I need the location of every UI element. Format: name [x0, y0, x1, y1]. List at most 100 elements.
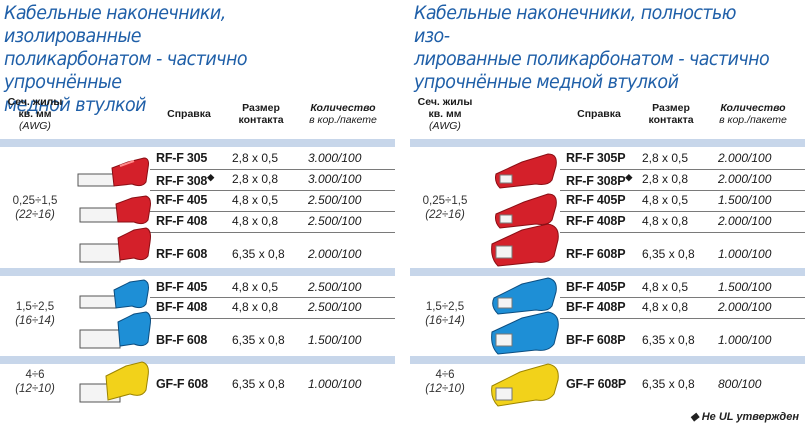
header-qty-l1: Количество: [720, 102, 786, 114]
row-qty: 2.000/100: [718, 300, 772, 314]
row-qty: 2.500/100: [308, 214, 362, 228]
row-size: 6,35 x 0,8: [642, 377, 695, 391]
terminal-large: [79, 311, 151, 349]
row-ref: BF-F 408: [156, 300, 208, 314]
group-section-red: 0,25÷1,5 (22÷16): [412, 194, 478, 222]
row-qty: 1.000/100: [718, 333, 772, 347]
row-size: 6,35 x 0,8: [232, 377, 285, 391]
row-divider: [150, 190, 395, 191]
table-row: BF-F 405P 4,8 x 0,5 1.500/100: [560, 277, 805, 297]
red-terminal-image: [77, 157, 151, 263]
row-size: 4,8 x 0,8: [232, 214, 279, 228]
header-qty-l1: Количество: [310, 102, 376, 114]
header-size-l1: Размер: [242, 102, 280, 114]
section-value: 1,5÷2,5: [425, 301, 465, 313]
row-ref: RF-F 405: [156, 193, 208, 207]
section-awg: (12÷10): [15, 383, 55, 395]
table-row: GF-F 608 6,35 x 0,8 1.000/100: [150, 374, 395, 394]
terminal-large: [491, 311, 559, 355]
terminal-large: [79, 227, 151, 263]
header-sec-unit: кв. мм: [18, 108, 52, 120]
row-qty: 1.500/100: [308, 333, 362, 347]
row-size: 6,35 x 0,8: [232, 333, 285, 347]
row-divider: [560, 211, 805, 212]
section-awg: (16÷14): [15, 315, 55, 327]
row-qty: 2.500/100: [308, 300, 362, 314]
table-row: RF-F 305P 2,8 x 0,5 2.000/100: [560, 148, 805, 168]
section-value: 4÷6: [25, 369, 45, 381]
group-section-yellow: 4÷6 (12÷10): [2, 368, 68, 396]
table-row: BF-F 405 4,8 x 0,5 2.500/100: [150, 277, 395, 297]
section-value: 1,5÷2,5: [15, 301, 55, 313]
band: [410, 139, 805, 147]
row-size: 2,8 x 0,5: [642, 151, 689, 165]
row-divider: [150, 297, 395, 298]
header-sec-awg: (AWG): [429, 120, 461, 132]
row-ref: RF-F 608P: [566, 247, 626, 261]
yellow-terminal-image: [79, 361, 149, 403]
terminal-small: [77, 157, 149, 187]
row-qty: 1.500/100: [718, 193, 772, 207]
terminal-medium: [495, 193, 557, 229]
row-size: 4,8 x 0,5: [232, 193, 279, 207]
band: [0, 139, 395, 147]
row-size: 2,8 x 0,8: [232, 172, 279, 186]
section-awg: (16÷14): [425, 315, 465, 327]
row-ref: RF-F 308P◆: [566, 172, 632, 188]
row-ref: RF-F 308◆: [156, 172, 214, 188]
row-size: 4,8 x 0,5: [642, 193, 689, 207]
table-row: RF-F 408P 4,8 x 0,8 2.000/100: [560, 211, 805, 231]
row-divider: [150, 169, 395, 170]
row-size: 6,35 x 0,8: [232, 247, 285, 261]
header-sec-awg: (AWG): [19, 120, 51, 132]
row-size: 6,35 x 0,8: [642, 247, 695, 261]
blue-terminal-image: [79, 279, 151, 349]
header-sec-label: Сеч. жилы: [7, 96, 63, 108]
title-line: Кабельные наконечники, изолированные: [4, 2, 226, 47]
header-ref: Справка: [167, 108, 211, 120]
table-row: RF-F 308◆ 2,8 x 0,8 3.000/100: [150, 169, 395, 189]
row-ref: BF-F 608: [156, 333, 208, 347]
row-divider: [560, 190, 805, 191]
row-qty: 1.500/100: [718, 280, 772, 294]
row-ref-text: RF-F 308: [156, 174, 208, 189]
header-section: Сеч. жилы кв. мм (AWG): [4, 96, 66, 132]
header-sec-unit: кв. мм: [428, 108, 462, 120]
section-value: 0,25÷1,5: [12, 195, 58, 207]
row-size: 2,8 x 0,8: [642, 172, 689, 186]
header-size-l2: контакта: [648, 114, 694, 126]
row-ref: GF-F 608: [156, 377, 208, 391]
group-section-blue: 1,5÷2,5 (16÷14): [412, 300, 478, 328]
row-ref: RF-F 608: [156, 247, 208, 261]
not-ul-marker: ◆: [207, 172, 214, 182]
row-divider: [560, 232, 805, 233]
row-qty: 1.000/100: [718, 247, 772, 261]
table-row: RF-F 408 4,8 x 0,8 2.500/100: [150, 211, 395, 231]
row-ref: RF-F 408: [156, 214, 208, 228]
band: [410, 356, 805, 364]
section-awg: (22÷16): [425, 209, 465, 221]
left-title: Кабельные наконечники, изолированные пол…: [4, 2, 363, 117]
right-panel: Кабельные наконечники, полностью изо- ли…: [410, 0, 805, 428]
header-size: Размер контакта: [636, 102, 706, 126]
title-line: Кабельные наконечники, полностью изо-: [414, 2, 737, 47]
row-size: 4,8 x 0,8: [642, 214, 689, 228]
row-ref-text: RF-F 308P: [566, 174, 626, 189]
row-divider: [560, 318, 805, 319]
row-size: 6,35 x 0,8: [642, 333, 695, 347]
right-title: Кабельные наконечники, полностью изо- ли…: [414, 2, 773, 94]
header-qty-l2: в кор./пакете: [719, 114, 787, 126]
row-ref: RF-F 408P: [566, 214, 626, 228]
section-awg: (12÷10): [425, 383, 465, 395]
yellow-insulated-terminal-image: [491, 363, 559, 407]
table-row: BF-F 408 4,8 x 0,8 2.500/100: [150, 297, 395, 317]
header-qty-l2: в кор./пакете: [309, 114, 377, 126]
row-qty: 2.500/100: [308, 280, 362, 294]
row-qty: 3.000/100: [308, 172, 362, 186]
row-size: 4,8 x 0,5: [232, 280, 279, 294]
table-row: RF-F 608 6,35 x 0,8 2.000/100: [150, 244, 395, 264]
row-ref: BF-F 405: [156, 280, 208, 294]
row-ref: RF-F 405P: [566, 193, 626, 207]
group-section-yellow: 4÷6 (12÷10): [412, 368, 478, 396]
row-divider: [150, 211, 395, 212]
